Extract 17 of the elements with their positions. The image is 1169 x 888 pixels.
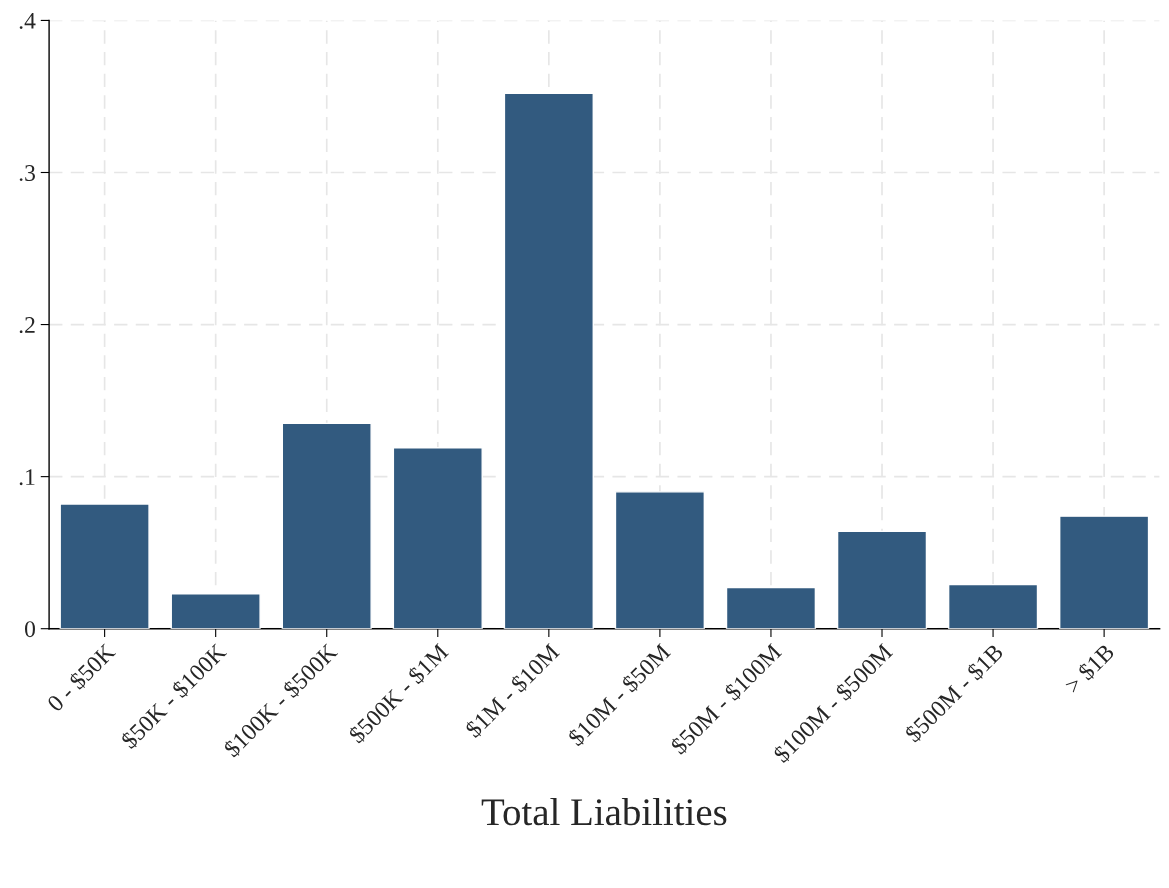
bar [503, 92, 594, 629]
bar [392, 447, 483, 629]
y-tick-label: .2 [19, 317, 35, 334]
bar [947, 583, 1039, 629]
y-tick-label: .4 [19, 13, 36, 29]
x-axis-title: Total Liabilities [481, 797, 727, 826]
bar [725, 586, 817, 629]
bar [1059, 515, 1150, 629]
bar [59, 503, 150, 629]
x-tick-label: > $1B [1063, 642, 1117, 696]
bar [614, 491, 706, 629]
y-tick-label: .1 [19, 469, 35, 486]
y-tick-label: .3 [19, 165, 35, 182]
bar [836, 530, 928, 629]
y-tick-label: 0 [25, 621, 35, 638]
bar [170, 593, 261, 629]
bar [281, 422, 372, 629]
